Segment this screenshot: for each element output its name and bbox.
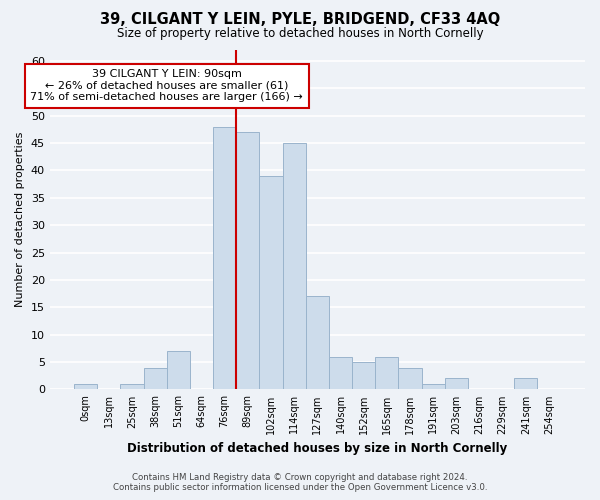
Bar xyxy=(283,143,306,390)
Bar xyxy=(514,378,538,390)
Bar xyxy=(445,378,468,390)
Text: 39 CILGANT Y LEIN: 90sqm
← 26% of detached houses are smaller (61)
71% of semi-d: 39 CILGANT Y LEIN: 90sqm ← 26% of detach… xyxy=(31,69,303,102)
Text: Size of property relative to detached houses in North Cornelly: Size of property relative to detached ho… xyxy=(116,28,484,40)
X-axis label: Distribution of detached houses by size in North Cornelly: Distribution of detached houses by size … xyxy=(127,442,508,455)
Bar xyxy=(213,126,236,390)
Bar xyxy=(74,384,97,390)
Bar xyxy=(422,384,445,390)
Bar xyxy=(352,362,375,390)
Text: Contains HM Land Registry data © Crown copyright and database right 2024.
Contai: Contains HM Land Registry data © Crown c… xyxy=(113,473,487,492)
Bar xyxy=(143,368,167,390)
Bar xyxy=(329,356,352,390)
Bar xyxy=(236,132,259,390)
Y-axis label: Number of detached properties: Number of detached properties xyxy=(15,132,25,308)
Bar xyxy=(259,176,283,390)
Bar xyxy=(306,296,329,390)
Bar xyxy=(398,368,422,390)
Bar xyxy=(375,356,398,390)
Bar xyxy=(121,384,143,390)
Bar xyxy=(167,351,190,390)
Text: 39, CILGANT Y LEIN, PYLE, BRIDGEND, CF33 4AQ: 39, CILGANT Y LEIN, PYLE, BRIDGEND, CF33… xyxy=(100,12,500,28)
